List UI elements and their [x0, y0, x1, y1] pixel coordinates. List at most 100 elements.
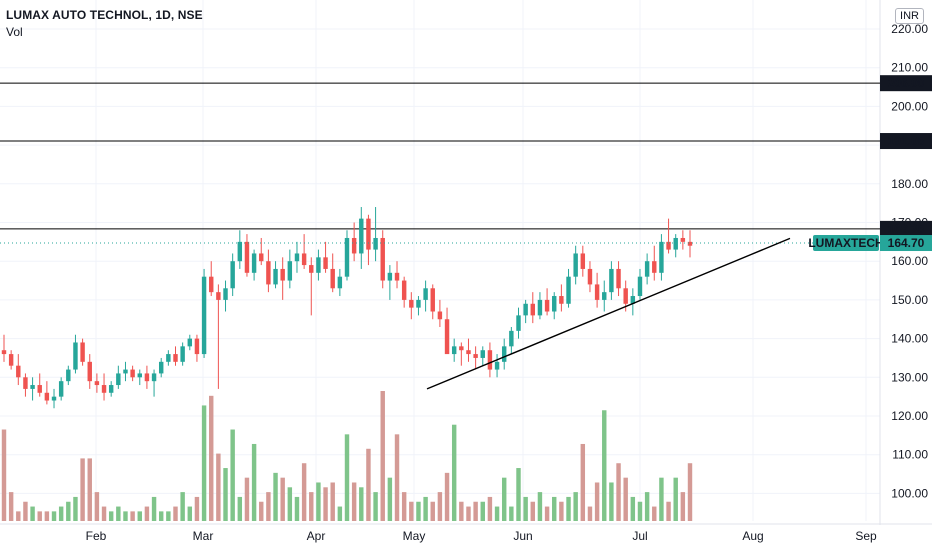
y-tick-label: 220.00	[891, 22, 928, 36]
candle-body	[580, 253, 586, 269]
volume-bar	[666, 501, 671, 521]
volume-bar	[359, 487, 364, 521]
x-tick-label: Sep	[855, 529, 877, 543]
volume-bar	[430, 501, 435, 521]
volume-bar	[394, 434, 400, 521]
candle-body	[630, 296, 636, 304]
volume-bar	[123, 511, 128, 521]
volume-bar	[466, 506, 471, 521]
candle-body	[409, 299, 414, 308]
candle-body	[216, 292, 221, 300]
candle-body	[116, 373, 121, 386]
volume-bar	[530, 501, 536, 521]
volume-bar	[644, 492, 650, 521]
level-price-tag	[880, 75, 932, 92]
symbol-tag-label: LUMAXTECH	[808, 236, 883, 250]
volume-legend-label[interactable]: Vol	[6, 25, 23, 39]
candle-body	[73, 342, 78, 370]
candle-body	[230, 261, 235, 289]
candle-body	[509, 330, 514, 347]
volume-bar	[637, 501, 643, 521]
volume-bar	[616, 463, 621, 521]
volume-bar	[366, 448, 371, 521]
candle-body	[80, 342, 85, 362]
volume-bar	[301, 463, 307, 521]
volume-bar	[251, 443, 257, 521]
candle-body	[652, 261, 657, 273]
volume-bar	[201, 405, 207, 521]
candle-body	[87, 361, 92, 382]
volume-bar	[330, 482, 335, 521]
volume-bar	[244, 477, 250, 521]
volume-bar	[273, 472, 278, 521]
candle-body	[687, 241, 693, 246]
candle-body	[244, 241, 250, 273]
candle-body	[594, 284, 600, 300]
candle-body	[516, 315, 521, 331]
candle-body	[187, 338, 193, 347]
candle-body	[130, 369, 135, 378]
volume-bar	[294, 496, 300, 521]
candle-body	[101, 385, 107, 393]
volume-bar	[223, 468, 228, 521]
candle-body	[151, 373, 157, 382]
volume-bar	[459, 501, 464, 521]
y-tick-label: 110.00	[892, 448, 928, 462]
volume-bar	[401, 492, 407, 521]
volume-bar	[487, 496, 493, 521]
candle-body	[559, 296, 564, 304]
volume-bar	[37, 511, 42, 521]
candle-body	[209, 276, 214, 293]
volume-bar	[437, 492, 443, 521]
y-tick-label: 100.00	[891, 486, 928, 500]
candle-body	[666, 241, 671, 250]
y-tick-label: 140.00	[891, 332, 928, 346]
volume-bar	[673, 477, 678, 521]
candle-body	[108, 385, 114, 393]
candle-body	[144, 373, 150, 382]
y-tick-label: 180.00	[891, 177, 928, 191]
volume-bar	[66, 501, 71, 521]
volume-bar	[416, 501, 421, 521]
symbol-title[interactable]: LUMAX AUTO TECHNOL, 1D, NSE	[6, 8, 203, 22]
volume-bar	[130, 511, 135, 521]
level-price-tag	[880, 133, 932, 150]
candle-body	[280, 268, 285, 281]
volume-bar	[187, 506, 193, 521]
candle-body	[344, 237, 350, 277]
candle-body	[273, 268, 278, 285]
candle-body	[487, 350, 493, 370]
level-price-tag	[880, 220, 932, 237]
candle-body	[380, 237, 385, 281]
volume-bar	[80, 458, 85, 521]
candle-body	[387, 272, 393, 281]
candle-body	[637, 276, 643, 297]
volume-bar	[501, 477, 507, 521]
candle-body	[137, 373, 142, 378]
candle-body	[259, 253, 264, 262]
volume-bar	[316, 482, 321, 521]
volume-bar	[594, 482, 600, 521]
candle-body	[23, 377, 28, 389]
volume-bar	[1, 429, 7, 521]
volume-bar	[87, 458, 92, 521]
volume-bar	[180, 492, 185, 521]
candle-body	[173, 354, 178, 362]
volume-bar	[194, 496, 200, 521]
volume-bar	[516, 468, 521, 521]
candle-body	[537, 299, 543, 316]
candle-body	[573, 253, 578, 277]
candle-body	[123, 369, 128, 374]
candle-body	[1, 350, 7, 355]
candle-body	[337, 276, 343, 289]
currency-badge[interactable]: INR	[895, 8, 924, 24]
candle-body	[416, 299, 421, 308]
volume-bar	[559, 501, 564, 521]
level-price-label: 191.05	[888, 134, 925, 148]
candle-body	[566, 276, 571, 304]
volume-bar	[680, 492, 686, 521]
candle-body	[459, 346, 464, 351]
candle-body	[473, 354, 478, 358]
candle-body	[523, 303, 528, 316]
